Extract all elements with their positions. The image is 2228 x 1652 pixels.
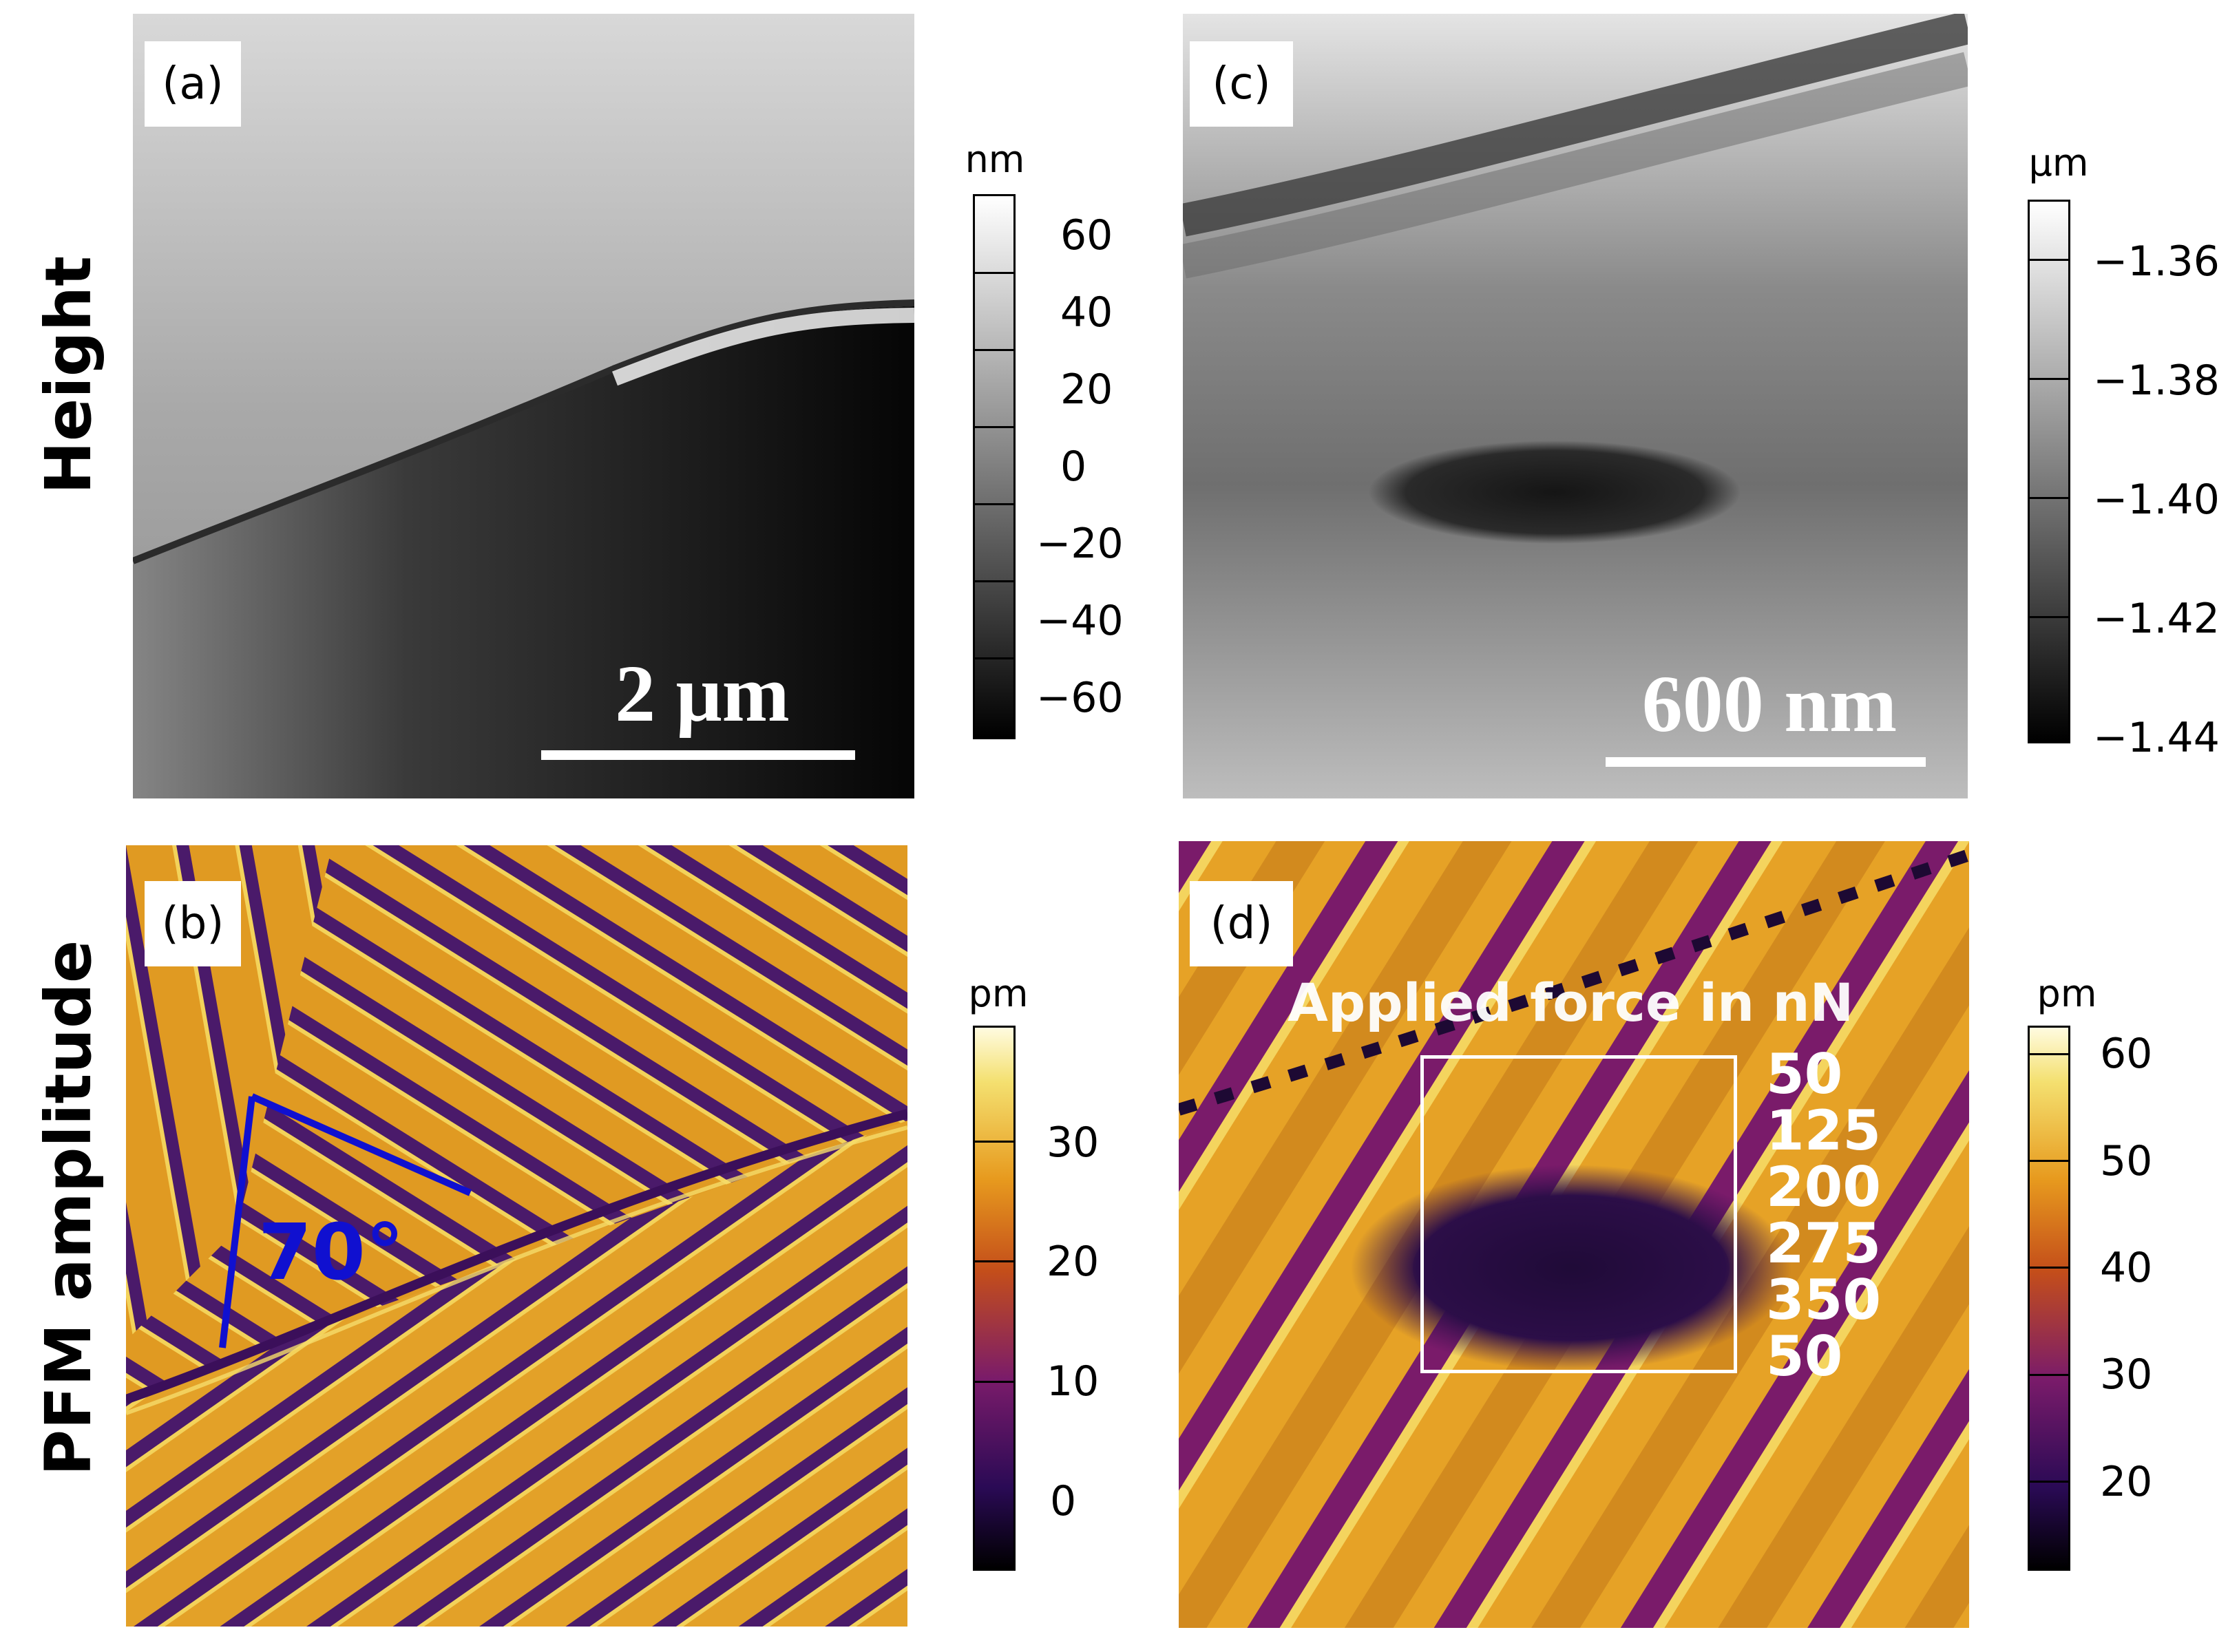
- panel-a-colorbar-tick: −60: [1036, 674, 1124, 722]
- panel-d-force-value: 50: [1766, 1042, 1843, 1106]
- panel-d-force-value: 275: [1766, 1211, 1881, 1275]
- panel-c-scalebar: [1606, 757, 1926, 767]
- panel-d-force-title: Applied force in nN: [1288, 972, 1854, 1033]
- tick: [2028, 1160, 2070, 1162]
- panel-c-colorbar-tick: −1.44: [2093, 714, 2220, 762]
- panel-d-force-value: 200: [1766, 1155, 1881, 1219]
- panel-c-colorbar-tick: −1.38: [2093, 357, 2220, 405]
- panel-b-colorbar-tick: 20: [1047, 1238, 1100, 1286]
- panel-a-label: (a): [145, 41, 241, 127]
- panel-d-colorbar-unit: pm: [2037, 972, 2097, 1015]
- panel-a-colorbar: [973, 194, 1016, 739]
- tick: [2028, 378, 2070, 380]
- tick: [973, 349, 1016, 351]
- panel-d-pfm-image: [1179, 841, 1969, 1628]
- panel-d-force-region: [1420, 1055, 1737, 1373]
- tick: [973, 426, 1016, 428]
- tick: [2028, 1267, 2070, 1269]
- panel-b-colorbar-tick: 0: [1050, 1477, 1077, 1525]
- panel-a-colorbar-tick: −20: [1036, 520, 1124, 568]
- tick: [973, 272, 1016, 274]
- panel-d-colorbar-tick: 60: [2100, 1030, 2153, 1078]
- row-label-pfm-amplitude: PFM amplitude: [32, 940, 105, 1476]
- panel-c-colorbar-tick: −1.36: [2093, 237, 2220, 286]
- panel-d-label: (d): [1190, 881, 1293, 966]
- tick: [973, 503, 1016, 505]
- panel-a-colorbar-tick: 20: [1060, 366, 1113, 414]
- tick: [2028, 259, 2070, 261]
- panel-a-scalebar-label: 2 μm: [615, 648, 790, 739]
- panel-b-label: (b): [145, 881, 241, 966]
- panel-b-colorbar-tick: 10: [1047, 1357, 1100, 1406]
- tick: [2028, 1374, 2070, 1376]
- panel-b-colorbar-unit: pm: [968, 972, 1029, 1015]
- row-label-height: Height: [32, 255, 105, 495]
- panel-d-colorbar-tick: 50: [2100, 1137, 2153, 1185]
- panel-d-colorbar: [2028, 1026, 2070, 1571]
- panel-b-colorbar: [973, 1026, 1016, 1571]
- tick: [973, 580, 1016, 582]
- panel-a-colorbar-tick: 40: [1060, 288, 1113, 337]
- panel-d-colorbar-tick: 20: [2100, 1458, 2153, 1506]
- panel-c-colorbar-unit: μm: [2028, 141, 2089, 184]
- panel-d-force-value: 350: [1766, 1268, 1881, 1332]
- tick: [973, 1381, 1016, 1383]
- panel-d-force-value: 50: [1766, 1324, 1843, 1388]
- panel-d-force-value: 125: [1766, 1099, 1881, 1163]
- panel-d-colorbar-tick: 40: [2100, 1244, 2153, 1292]
- panel-c-height-image: [1183, 14, 1968, 798]
- panel-a-scalebar: [541, 750, 855, 760]
- panel-a-colorbar-tick: 0: [1060, 443, 1087, 491]
- tick: [2028, 1481, 2070, 1483]
- tick: [973, 1141, 1016, 1143]
- tick: [2028, 1053, 2070, 1055]
- panel-d-colorbar-tick: 30: [2100, 1351, 2153, 1399]
- panel-b-angle-label: 70°: [258, 1208, 404, 1298]
- panel-b-angle-lines: [219, 1093, 472, 1348]
- tick: [973, 1260, 1016, 1262]
- panel-c-colorbar-tick: −1.40: [2093, 476, 2220, 524]
- panel-c-scalebar-label: 600 nm: [1641, 659, 1898, 749]
- panel-a-colorbar-tick: −40: [1036, 597, 1124, 645]
- tick: [2028, 497, 2070, 499]
- panel-c-colorbar: [2028, 200, 2070, 743]
- panel-a-colorbar-tick: 60: [1060, 211, 1113, 260]
- panel-a-height-image: [133, 14, 914, 798]
- panel-c-colorbar-tick: −1.42: [2093, 595, 2220, 643]
- panel-b-colorbar-tick: 30: [1047, 1119, 1100, 1167]
- panel-a-colorbar-unit: nm: [965, 138, 1025, 181]
- tick: [973, 657, 1016, 659]
- panel-b-pfm-image: [126, 845, 907, 1627]
- panel-c-label: (c): [1190, 41, 1293, 127]
- tick: [2028, 616, 2070, 618]
